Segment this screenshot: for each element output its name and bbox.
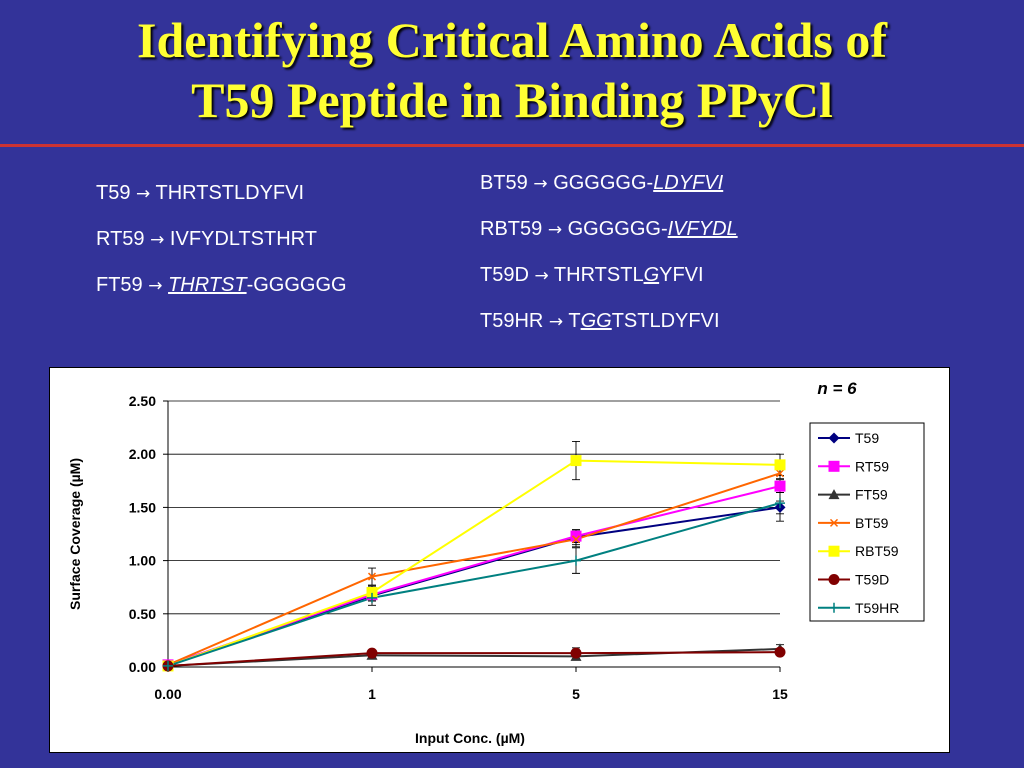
arrow-icon: → — [534, 266, 549, 286]
sequence-text: THRTSTLDYFVI — [155, 182, 305, 204]
x-tick-label: 15 — [772, 686, 788, 702]
legend-marker — [828, 574, 840, 585]
y-tick-label: 2.50 — [129, 393, 156, 409]
series-line — [167, 502, 781, 667]
legend-marker — [828, 489, 840, 500]
sequence-row: T59HR → TGGTSTLDYFVI — [480, 308, 738, 354]
title-line-2: T59 Peptide in Binding PPyCl — [191, 72, 833, 128]
modified-segment: G — [643, 264, 660, 286]
legend-label: RBT59 — [855, 543, 899, 559]
sequence-row: BT59 → GGGGGG-LDYFVI — [480, 170, 738, 216]
y-tick-label: 1.00 — [129, 553, 156, 569]
data-point — [571, 535, 581, 544]
legend-label: RT59 — [855, 458, 889, 474]
y-tick-label: 0.50 — [129, 606, 156, 622]
line-chart: 0.000.501.001.502.002.50 0.00 1 5 15 Input … — [67, 379, 925, 746]
sequence-text-tail: YFVI — [659, 264, 704, 286]
legend: T59 RT59 FT59 BT59 RBT59 T59D T59HR — [818, 430, 899, 616]
data-point — [571, 555, 581, 566]
peptide-name: T59 — [96, 182, 131, 204]
chart-panel: 0.00 0.50 1.00 1.50 2.00 2.50 0.00 1 5 15 Input … — [49, 367, 950, 753]
data-point — [570, 647, 582, 659]
peptide-name: RT59 — [96, 228, 145, 250]
x-tick-label: 1 — [368, 686, 376, 702]
title-line-1: Identifying Critical Amino Acids of — [136, 12, 888, 68]
sample-size-annotation: n = 6 — [817, 379, 857, 398]
sequence-text-tail: -GGGGGG — [246, 274, 347, 296]
peptide-name: FT59 — [96, 274, 143, 296]
x-axis-label: Input Conc. (µM) — [415, 730, 525, 746]
arrow-icon: → — [533, 174, 548, 194]
y-tick-label: 2.00 — [129, 446, 156, 462]
series-line — [167, 459, 781, 667]
legend-label: T59 — [855, 430, 879, 446]
peptide-name: T59HR — [480, 310, 544, 332]
arrow-icon: → — [148, 276, 163, 296]
peptide-name: T59D — [480, 264, 529, 286]
legend-marker — [828, 460, 840, 472]
sequence-row: RBT59 → GGGGGG-IVFYDL — [480, 216, 738, 262]
peptide-name: RBT59 — [480, 218, 543, 240]
legend-label: BT59 — [855, 515, 889, 531]
legend-marker — [829, 602, 839, 613]
sequence-row: T59 → THRTSTLDYFVI — [96, 180, 347, 226]
sequence-row: RT59 → IVFYDLTSTHRT — [96, 226, 347, 272]
modified-segment: GG — [580, 310, 612, 332]
modified-segment: THRTST — [168, 274, 247, 296]
y-tick-label: 1.50 — [129, 499, 156, 515]
sequence-list-right: BT59 → GGGGGG-LDYFVI RBT59 → GGGGGG-IVFY… — [480, 170, 738, 354]
data-point — [774, 646, 786, 658]
data-point — [774, 459, 786, 471]
data-point — [775, 469, 785, 478]
x-tick-label: 5 — [572, 686, 580, 702]
sequence-text: GGGGGG- — [553, 172, 654, 194]
x-tick-label: 0.00 — [154, 686, 181, 702]
arrow-icon: → — [136, 184, 151, 204]
series-line — [167, 485, 781, 666]
sequence-row: FT59 → THRTST-GGGGGG — [96, 272, 347, 318]
arrow-icon: → — [547, 220, 563, 240]
peptide-name: BT59 — [480, 172, 528, 194]
data-point — [366, 647, 378, 659]
data-point — [367, 592, 377, 603]
y-axis-label: Surface Coverage (µM) — [67, 458, 83, 610]
sequence-list-left: T59 → THRTSTLDYFVI RT59 → IVFYDLTSTHRT F… — [96, 180, 347, 318]
modified-segment: LDYFVI — [653, 172, 724, 194]
arrow-icon: → — [150, 230, 165, 250]
series-line — [167, 472, 781, 666]
legend-label: T59HR — [855, 600, 899, 616]
y-tick-label: 0.00 — [129, 659, 156, 675]
legend-label: T59D — [855, 572, 889, 588]
sequence-text: T — [568, 310, 581, 332]
legend-marker — [828, 545, 840, 557]
series-line — [167, 647, 781, 667]
sequence-text-tail: TSTLDYFVI — [611, 310, 720, 332]
sequence-text: GGGGGG- — [567, 218, 668, 240]
legend-marker — [828, 432, 840, 444]
data-point — [367, 572, 377, 581]
legend-marker — [829, 518, 839, 527]
slide-title: Identifying Critical Amino Acids of T59 … — [0, 10, 1024, 130]
title-divider — [0, 144, 1024, 147]
data-point — [163, 660, 173, 671]
modified-segment: IVFYDL — [667, 218, 738, 240]
data-point — [570, 530, 582, 542]
sequence-text: THRTSTL — [553, 264, 644, 286]
data-point — [366, 587, 378, 599]
series-line — [167, 651, 781, 667]
sequence-row: T59D → THRTSTLGYFVI — [480, 262, 738, 308]
arrow-icon: → — [548, 312, 564, 332]
data-point — [775, 498, 785, 509]
data-point — [570, 455, 582, 467]
series-line — [167, 506, 781, 666]
legend-label: FT59 — [855, 487, 888, 503]
data-point — [774, 480, 786, 492]
sequence-text: IVFYDLTSTHRT — [169, 228, 317, 250]
